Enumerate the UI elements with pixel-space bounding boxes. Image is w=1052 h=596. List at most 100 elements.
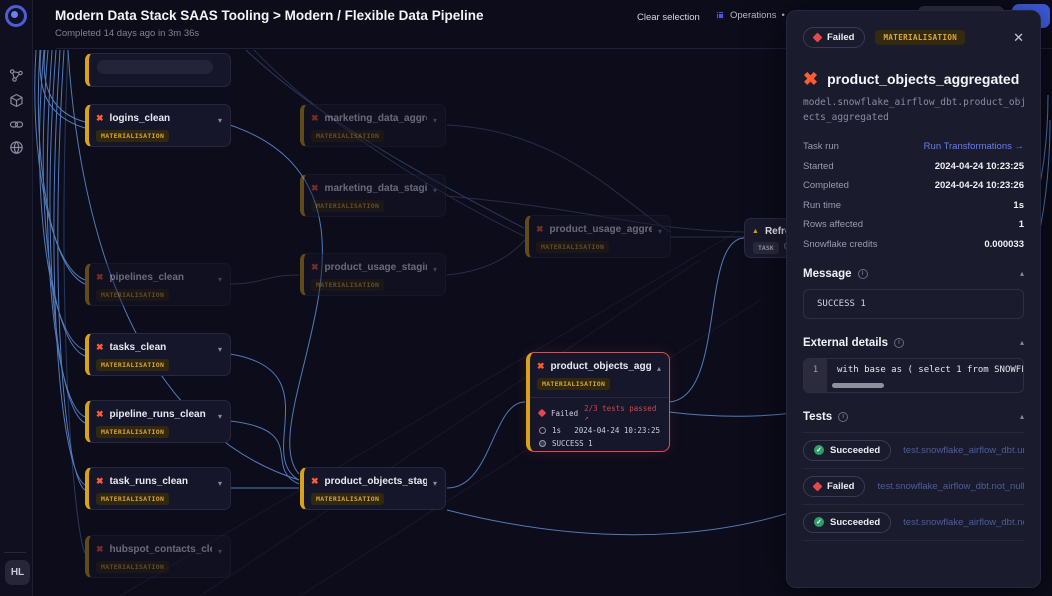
node-partial-top[interactable]: [85, 53, 231, 87]
node-name: task_runs_clean: [109, 476, 188, 487]
detail-row: Task run Run Transformations →: [803, 141, 1024, 153]
test-row: Failed test.snowflake_airflow_dbt.not_nu…: [803, 469, 1024, 504]
materialisation-badge: MATERIALISATION: [537, 378, 611, 390]
dbt-icon: ✖: [96, 409, 104, 419]
materialisation-badge: MATERIALISATION: [875, 30, 966, 45]
node-name: product_objects_aggregated: [550, 361, 651, 372]
divider: [803, 431, 1024, 433]
node-name: logins_clean: [109, 113, 171, 124]
globe-icon[interactable]: [9, 140, 24, 155]
app-logo-icon[interactable]: [5, 5, 27, 27]
test-status-badge: Failed: [803, 475, 866, 497]
code-block: 1 with base as ( select 1 from SNOWFLAKE: [803, 357, 1024, 393]
node-skeleton-bar: [97, 60, 213, 74]
chevron-up-icon[interactable]: ▴: [656, 364, 661, 373]
chevron-down-icon[interactable]: ▾: [432, 479, 437, 488]
materialisation-badge: MATERIALISATION: [96, 289, 170, 301]
divider: [803, 467, 1024, 469]
panel-title: product_objects_aggregated: [827, 71, 1020, 87]
operations-label: Operations: [730, 10, 777, 21]
operations-icon: [716, 11, 725, 20]
test-status-badge: Succeeded: [803, 511, 892, 533]
node-message: SUCCESS 1: [552, 439, 593, 448]
node-product-usage-staging[interactable]: ✖ product_usage_staging ▾ MATERIALISATIO…: [300, 253, 446, 296]
dbt-icon: ✖: [311, 113, 319, 123]
dbt-icon: ✖: [96, 113, 104, 123]
warning-icon: ▲: [752, 228, 759, 235]
node-name: tasks_clean: [109, 342, 167, 353]
chevron-down-icon[interactable]: ▾: [217, 275, 222, 284]
chevron-down-icon[interactable]: ▾: [657, 227, 662, 236]
horizontal-scrollbar[interactable]: [832, 382, 884, 388]
header-divider: [56, 48, 1052, 49]
dbt-icon: ✖: [96, 272, 104, 282]
info-icon[interactable]: [894, 337, 905, 348]
test-row: Succeeded test.snowflake_airflow_dbt.not…: [803, 505, 1024, 540]
user-avatar[interactable]: HL: [5, 560, 30, 585]
chevron-down-icon[interactable]: ▾: [217, 547, 222, 556]
task-badge: TASK: [753, 242, 779, 254]
chevron-down-icon[interactable]: ▾: [217, 479, 222, 488]
materialisation-badge: MATERIALISATION: [311, 279, 385, 291]
network-icon[interactable]: [9, 68, 24, 83]
external-arrow-icon: ↗: [584, 413, 589, 422]
run-summary: Completed 14 days ago in 3m 36s: [55, 28, 200, 39]
clear-selection-button[interactable]: Clear selection: [637, 12, 700, 23]
dbt-icon: ✖: [803, 69, 819, 89]
node-marketing-data-staging[interactable]: ✖ marketing_data_staging ▾ MATERIALISATI…: [300, 174, 446, 217]
chevron-down-icon[interactable]: ▾: [217, 116, 222, 125]
run-transformations-link[interactable]: Run Transformations →: [923, 141, 1024, 153]
divider: [803, 539, 1024, 541]
chevron-down-icon[interactable]: ▾: [217, 345, 222, 354]
node-product-objects-aggregated-selected[interactable]: ✖ product_objects_aggregated ▴ MATERIALI…: [526, 352, 670, 452]
chevron-down-icon[interactable]: ▾: [432, 265, 437, 274]
detail-row: Completed 2024-04-24 10:23:26: [803, 180, 1024, 192]
link-icon[interactable]: [9, 117, 24, 132]
chevron-down-icon[interactable]: ▾: [432, 116, 437, 125]
dbt-icon: ✖: [96, 476, 104, 486]
node-name: pipeline_runs_clean: [109, 409, 206, 420]
tests-summary-link[interactable]: 2/3 tests passed ↗: [584, 404, 657, 422]
node-marketing-data-aggregated[interactable]: ✖ marketing_data_aggregated ▾ MATERIALIS…: [300, 104, 446, 147]
node-name: hubspot_contacts_clean: [109, 544, 212, 555]
node-pipelines-clean[interactable]: ✖ pipelines_clean ▾ MATERIALISATION: [85, 263, 231, 306]
test-link[interactable]: test.snowflake_airflow_dbt.unique_pro: [903, 444, 1024, 456]
node-product-objects-staging[interactable]: ✖ product_objects_staging ▾ MATERIALISAT…: [300, 467, 446, 510]
node-hubspot-contacts-clean[interactable]: ✖ hubspot_contacts_clean ▾ MATERIALISATI…: [85, 535, 231, 578]
line-number: 1: [804, 358, 827, 392]
materialisation-badge: MATERIALISATION: [311, 493, 385, 505]
cube-icon[interactable]: [9, 93, 24, 108]
chevron-down-icon[interactable]: ▾: [432, 186, 437, 195]
message-box: SUCCESS 1: [803, 288, 1024, 319]
materialisation-badge: MATERIALISATION: [96, 426, 170, 438]
node-name: product_objects_staging: [324, 476, 427, 487]
dbt-icon: ✖: [311, 262, 319, 272]
test-link[interactable]: test.snowflake_airflow_dbt.not_null_pr: [903, 516, 1024, 528]
node-product-usage-aggregated[interactable]: ✖ product_usage_aggregated ▾ MATERIALISA…: [525, 215, 671, 258]
divider: [803, 503, 1024, 505]
node-pipeline-runs-clean[interactable]: ✖ pipeline_runs_clean ▾ MATERIALISATION: [85, 400, 231, 443]
chevron-down-icon[interactable]: ▾: [217, 412, 222, 421]
check-circle-icon: [814, 445, 824, 456]
node-logins-clean[interactable]: ✖ logins_clean ▾ MATERIALISATION: [85, 104, 231, 147]
info-icon[interactable]: [857, 268, 868, 279]
test-row: Succeeded test.snowflake_airflow_dbt.uni…: [803, 433, 1024, 468]
close-icon[interactable]: ✕: [1013, 29, 1024, 45]
dbt-icon: ✖: [537, 361, 545, 371]
materialisation-badge: MATERIALISATION: [311, 200, 385, 212]
test-link[interactable]: test.snowflake_airflow_dbt.not_null_pr: [877, 480, 1024, 492]
external-details-section-header: External details ▴: [803, 337, 1024, 349]
info-icon[interactable]: [838, 411, 849, 422]
collapse-icon[interactable]: ▴: [1019, 269, 1024, 279]
collapse-icon[interactable]: ▴: [1019, 338, 1024, 348]
node-task-runs-clean[interactable]: ✖ task_runs_clean ▾ MATERIALISATION: [85, 467, 231, 510]
node-name: pipelines_clean: [109, 272, 185, 283]
detail-row: Rows affected 1: [803, 219, 1024, 231]
check-circle-icon: [814, 517, 824, 528]
collapse-icon[interactable]: ▴: [1019, 412, 1024, 422]
breadcrumb: Modern Data Stack SAAS Tooling > Modern …: [55, 8, 484, 23]
detail-list: Task run Run Transformations → Started 2…: [803, 141, 1024, 250]
node-tasks-clean[interactable]: ✖ tasks_clean ▾ MATERIALISATION: [85, 333, 231, 376]
